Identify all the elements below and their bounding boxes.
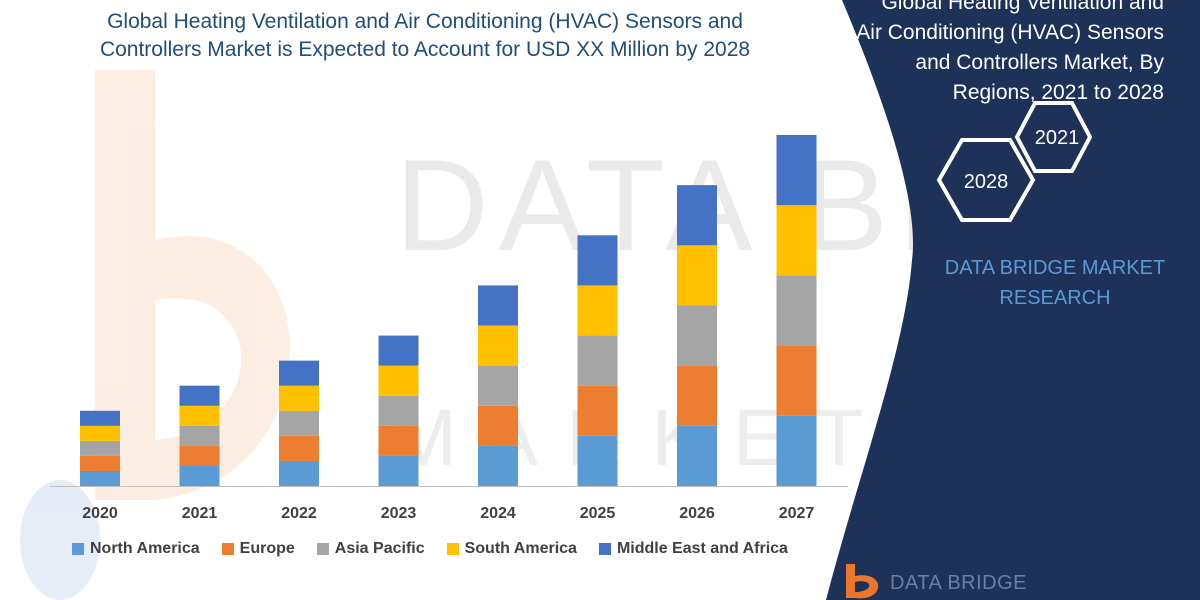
bar-segment: [80, 410, 120, 426]
bar-segment: [776, 345, 817, 416]
bar-segment: [776, 415, 817, 486]
watermark-logo: [20, 70, 291, 600]
bar-segment: [179, 445, 220, 466]
brand-text: DATA BRIDGE MARKET RESEARCH: [915, 253, 1195, 313]
bar-segment: [80, 440, 120, 456]
legend-label: Asia Pacific: [334, 540, 425, 557]
legend-item: North America: [72, 540, 200, 558]
bar-segment: [279, 385, 319, 411]
chart-legend: North America Europe Asia Pacific South Ame…: [72, 540, 788, 558]
side-panel-title-line4: Regions, 2021 to 2028: [952, 81, 1164, 104]
chart-title: Global Heating Ventilation and Air Condi…: [40, 8, 810, 64]
bar-segment: [179, 405, 220, 426]
x-tick-label: 2020: [82, 505, 118, 522]
logo-text: DATA BRIDGE: [890, 572, 1028, 594]
brand-text-line1: DATA BRIDGE MARKET: [944, 257, 1166, 279]
bar-segment: [577, 385, 618, 436]
bar-segment: [478, 285, 518, 326]
bar-segment: [378, 395, 419, 426]
side-panel-title-line2: Air Conditioning (HVAC) Sensors: [856, 21, 1164, 44]
side-panel-title: Global Heating Ventilation and Air Condi…: [804, 0, 1164, 108]
chart-title-line1: Global Heating Ventilation and Air Condi…: [107, 10, 743, 33]
bar-segment: [378, 365, 419, 396]
x-tick-label: 2027: [779, 505, 815, 522]
hex-label-2028: 2028: [964, 171, 1009, 193]
bar-segment: [279, 460, 319, 486]
bar-segment: [478, 365, 518, 406]
legend-item: South America: [446, 540, 577, 558]
bar-segment: [577, 235, 618, 286]
legend-item: Middle East and Africa: [598, 540, 788, 558]
bar-segment: [179, 465, 220, 486]
bar-segment: [80, 455, 120, 471]
bar-segment: [478, 325, 518, 366]
legend-label: North America: [90, 540, 200, 557]
legend-label: South America: [464, 540, 577, 557]
bar-segment: [677, 365, 717, 426]
bar-segment: [279, 435, 319, 461]
legend-label: Europe: [239, 540, 295, 557]
chart-title-line2: Controllers Market is Expected to Accoun…: [99, 38, 751, 61]
data-bridge-logo-icon: [846, 564, 879, 599]
side-panel-title-line1: Global Heating Ventilation and: [881, 0, 1164, 14]
bar-segment: [179, 385, 220, 406]
bar-segment: [378, 425, 419, 456]
brand-text-line2: RESEARCH: [999, 287, 1111, 309]
bar-segment: [577, 335, 618, 386]
legend-item: Asia Pacific: [316, 540, 425, 558]
legend-swatch: [72, 543, 84, 555]
bar-segment: [478, 445, 518, 486]
legend-swatch: [221, 543, 234, 555]
bar-segment: [776, 205, 817, 276]
x-tick-label: 2025: [580, 505, 616, 522]
hex-label-2021: 2021: [1035, 127, 1080, 149]
stacked-bar-chart: 2020 2021 2022 2023 2024 2025 2026 2027: [50, 135, 848, 522]
bar-segment: [80, 425, 120, 441]
legend-label: Middle East and Africa: [616, 540, 788, 557]
bar-segment: [577, 285, 618, 336]
legend-swatch: [316, 543, 329, 555]
bar-segment: [279, 410, 319, 436]
legend-item: Europe: [221, 540, 295, 558]
bar-segment: [80, 470, 120, 486]
hexagon-2021: [1014, 101, 1093, 173]
legend-swatch: [598, 543, 611, 555]
side-panel: [826, 0, 1200, 600]
bar-segment: [677, 425, 717, 486]
x-tick-label: 2024: [480, 505, 516, 522]
legend-swatch: [446, 543, 459, 555]
x-tick-label: 2026: [679, 505, 715, 522]
x-tick-label: 2022: [281, 505, 317, 522]
x-tick-label: 2023: [381, 505, 417, 522]
bar-segment: [677, 185, 717, 246]
bar-segment: [677, 305, 717, 366]
side-panel-title-line3: and Controllers Market, By: [915, 51, 1164, 74]
x-tick-label: 2021: [182, 505, 218, 522]
bar-segment: [378, 455, 419, 486]
hexagon-2028: [936, 138, 1036, 222]
bar-segment: [378, 335, 419, 366]
bar-segment: [279, 360, 319, 386]
bar-segment: [179, 425, 220, 446]
bar-segment: [776, 135, 817, 206]
bar-segment: [677, 245, 717, 306]
bar-segment: [577, 435, 618, 486]
bar-segment: [776, 275, 817, 346]
bar-segment: [478, 405, 518, 446]
